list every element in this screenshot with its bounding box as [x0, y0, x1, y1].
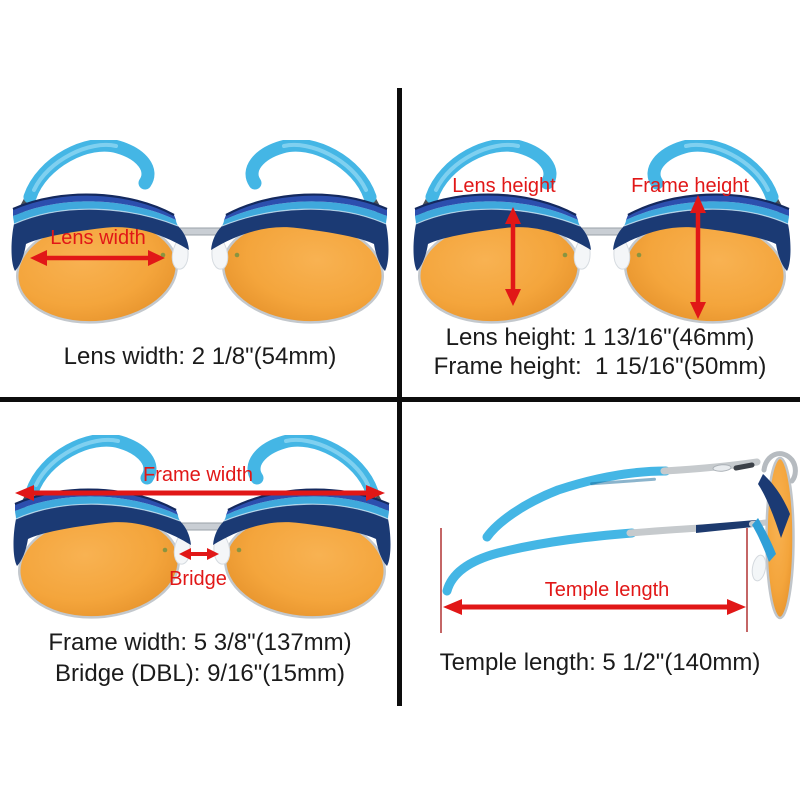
temple-length-annotation-layer [440, 528, 748, 633]
bridge-arrow [179, 548, 219, 560]
quadrant-lens-width: Lens width Lens width: 2 1/8"(54mm) [0, 0, 400, 400]
quadrant-lens-frame-height: Lens height Frame height Lens height: 1 … [400, 0, 800, 400]
frame-height-label: Frame height [631, 175, 749, 197]
frame-height-caption: Frame height: 1 15/16"(50mm) [433, 353, 767, 380]
bridge-label: Bridge [169, 568, 227, 590]
temple-length-arrow [443, 599, 746, 615]
temple-length-label: Temple length [544, 579, 670, 601]
lens-height-arrow [505, 207, 521, 306]
frame-width-label: Frame width [142, 464, 254, 486]
temple-length-caption: Temple length: 5 1/2"(140mm) [439, 649, 761, 676]
lens-width-arrow [30, 250, 165, 266]
lens-width-label: Lens width [50, 227, 146, 249]
lens-width-caption: Lens width: 2 1/8"(54mm) [63, 343, 337, 370]
frame-width-arrow [15, 485, 385, 501]
quadrant-temple-length: Temple length Temple length: 5 1/2"(140m… [400, 400, 800, 800]
lens-width-annotation-layer [30, 250, 165, 266]
frame-width-annotation-layer [15, 485, 385, 560]
bridge-caption: Bridge (DBL): 9/16"(15mm) [55, 660, 345, 687]
lens-height-caption: Lens height: 1 13/16"(46mm) [445, 324, 755, 351]
lens-height-label: Lens height [452, 175, 556, 197]
quadrant-frame-width-bridge: Frame width Bridge Frame width: 5 3/8"(1… [0, 400, 400, 800]
frame-height-arrow [690, 195, 706, 319]
frame-width-caption: Frame width: 5 3/8"(137mm) [48, 629, 352, 656]
height-annotation-layer [505, 195, 706, 319]
horizontal-divider [0, 397, 800, 402]
